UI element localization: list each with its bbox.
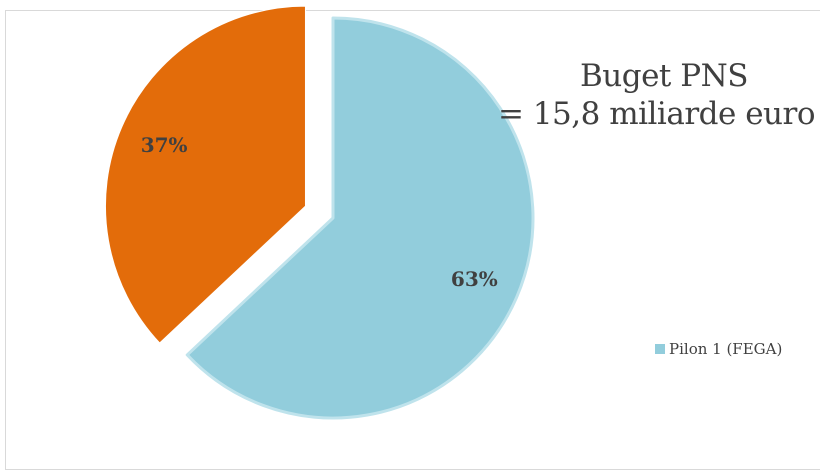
slice-label-1: 63% bbox=[451, 267, 498, 291]
chart-title-line2: = 15,8 miliarde euro bbox=[498, 96, 815, 132]
chart-title-line1: Buget PNS bbox=[580, 58, 748, 94]
legend-label-pilon-1: Pilon 1 (FEGA) bbox=[669, 340, 783, 358]
pie-slice-1 bbox=[185, 16, 535, 420]
legend: Pilon 1 (FEGA) bbox=[655, 340, 782, 358]
pie-chart: 63% 37% bbox=[104, 5, 535, 420]
legend-swatch-pilon-1 bbox=[655, 344, 665, 354]
slice-label-2: 37% bbox=[141, 133, 188, 157]
pie-slice-2 bbox=[104, 5, 306, 344]
